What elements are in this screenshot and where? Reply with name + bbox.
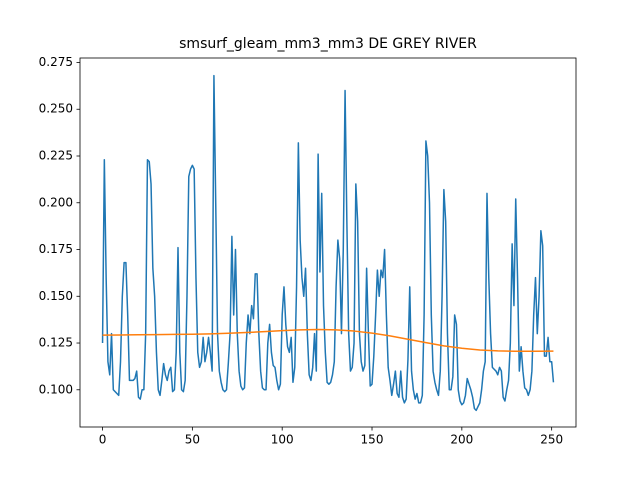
y-tick-label: 0.225 bbox=[39, 149, 73, 163]
y-tick-label: 0.175 bbox=[39, 242, 73, 256]
y-tick-label: 0.275 bbox=[39, 55, 73, 69]
x-tick-label: 50 bbox=[185, 433, 200, 447]
y-tick-label: 0.200 bbox=[39, 195, 73, 209]
x-tick-label: 0 bbox=[99, 433, 107, 447]
x-tick-label: 100 bbox=[271, 433, 294, 447]
y-tick-label: 0.100 bbox=[39, 382, 73, 396]
chart-title: smsurf_gleam_mm3_mm3 DE GREY RIVER bbox=[179, 36, 477, 52]
y-tick-label: 0.250 bbox=[39, 102, 73, 116]
plot-frame bbox=[79, 57, 577, 428]
y-tick-label: 0.125 bbox=[39, 336, 73, 350]
x-tick-label: 200 bbox=[450, 433, 473, 447]
series-line bbox=[102, 328, 554, 352]
series-line bbox=[101, 74, 555, 412]
y-tick-label: 0.150 bbox=[39, 289, 73, 303]
x-tick-label: 150 bbox=[361, 433, 384, 447]
x-tick-label: 250 bbox=[540, 433, 563, 447]
